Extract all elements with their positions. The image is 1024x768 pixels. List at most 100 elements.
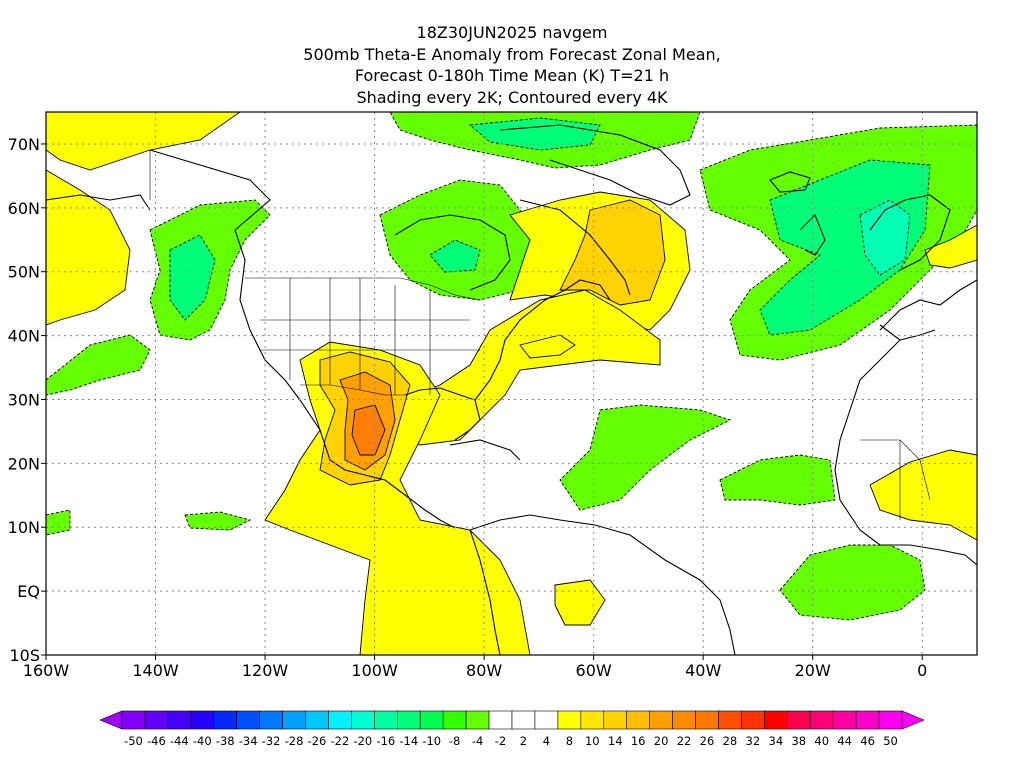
coast-iberia [879, 324, 936, 341]
coast-africa [834, 339, 977, 566]
lat-label: 30N [8, 390, 40, 409]
colorbar-under-arrow [99, 710, 123, 730]
colorbar-swatch [534, 710, 559, 730]
neg-region-africa-west [719, 454, 836, 506]
pos-region-bermuda [519, 334, 576, 359]
colorbar-swatch [603, 710, 628, 730]
neg-region-scandinavia-core [859, 199, 911, 276]
colorbar-label: 10 [585, 734, 600, 748]
lon-label: 0 [917, 661, 927, 680]
positive-anomaly-regions [46, 112, 977, 655]
colorbar-swatch [580, 710, 605, 730]
border-africa [860, 439, 931, 520]
colorbar-label: 50 [883, 734, 898, 748]
colorbar-swatch [282, 710, 306, 730]
colorbar-label: -20 [353, 734, 372, 748]
lon-label: 100W [351, 661, 398, 680]
coast-hudson [394, 214, 511, 291]
title-line-1: 18Z30JUN2025 navgem [416, 23, 608, 42]
pos-region-northwest-corner [46, 112, 241, 171]
colorbar-swatch [695, 710, 719, 730]
colorbar-label: 8 [566, 734, 573, 748]
lat-label: 10N [8, 518, 40, 537]
colorbar-swatch [557, 710, 582, 730]
colorbar-label: -44 [170, 734, 189, 748]
coast-north-america [149, 149, 456, 529]
border-us-states-2 [260, 319, 480, 351]
colorbar-label: -4 [472, 734, 483, 748]
lon-label: 60W [576, 661, 612, 680]
lat-label: 20N [8, 454, 40, 473]
lat-label: 10S [9, 646, 40, 665]
colorbar-label: 38 [791, 734, 806, 748]
colorbar-label: -28 [285, 734, 304, 748]
colorbar-swatch [419, 710, 444, 730]
colorbar-swatch [305, 710, 329, 730]
colorbar-label: -32 [262, 734, 281, 748]
colorbar-label: -34 [239, 734, 258, 748]
colorbar-label: 22 [677, 734, 692, 748]
colorbar-label: -50 [124, 734, 143, 748]
lat-label: 60N [8, 199, 40, 218]
colorbar-label: 20 [654, 734, 669, 748]
colorbar-label: -2 [495, 734, 506, 748]
colorbar-swatch [396, 710, 421, 730]
colorbar-swatch [786, 710, 811, 730]
lon-label: 160W [23, 661, 70, 680]
colorbar-swatch [442, 710, 467, 730]
coast-scandinavia [869, 194, 951, 271]
border-us-states-1 [289, 278, 431, 395]
lon-label: 140W [132, 661, 179, 680]
negative-anomaly-regions [46, 112, 977, 621]
neg-region-west-africa-coast [46, 509, 71, 536]
lon-label: 20W [795, 661, 831, 680]
political-borders [149, 150, 931, 520]
coastlines [46, 124, 977, 655]
colorbar-swatch [626, 710, 650, 730]
pos-region-labrador-core [559, 199, 666, 306]
graticule [46, 112, 977, 655]
colorbar-swatch [213, 710, 238, 730]
coast-uk [799, 214, 826, 256]
colorbar-label: 14 [608, 734, 623, 748]
colorbar-label: 32 [746, 734, 761, 748]
pos-region-sahel [869, 449, 977, 541]
lat-label: EQ [17, 582, 40, 601]
colorbar-label: -10 [422, 734, 441, 748]
colorbar-label: -46 [147, 734, 166, 748]
coast-greenland [499, 124, 691, 206]
colorbar-swatch [718, 710, 742, 730]
lon-label: 40W [685, 661, 721, 680]
neg-region-mexico-pacific [184, 511, 252, 531]
colorbar-swatch [465, 710, 490, 730]
colorbar-swatch [190, 710, 215, 730]
coast-east-us [474, 279, 611, 401]
colorbar-label: 34 [769, 734, 784, 748]
colorbar-label: 44 [837, 734, 852, 748]
colorbar-label: -22 [331, 734, 350, 748]
neg-region-east-pacific [46, 334, 151, 396]
colorbar-label: -8 [449, 734, 460, 748]
coast-alaska [46, 194, 151, 211]
lon-label: 120W [242, 661, 289, 680]
colorbar: -50 -46 -44 -40 -38 -34 -32 -28 -26 -22 -20 -16 -14-… [99, 710, 925, 748]
coast-labrador [519, 199, 631, 296]
coast-cuba [449, 439, 521, 461]
anomaly-field [46, 112, 977, 655]
colorbar-label: 2 [520, 734, 527, 748]
coast-iceland [769, 171, 811, 193]
colorbar-label: 28 [723, 734, 738, 748]
colorbar-label: -16 [376, 734, 395, 748]
colorbar-swatch [878, 710, 903, 730]
neg-region-hudson-core [429, 239, 481, 273]
map-frame [45, 111, 978, 656]
colorbar-swatch [764, 710, 788, 730]
coast-gulf [404, 387, 481, 441]
colorbar-swatch [741, 710, 765, 730]
coast-europe [879, 279, 977, 331]
colorbar-label: 4 [543, 734, 550, 748]
colorbar-swatch [488, 710, 513, 730]
colorbar-swatch [832, 710, 857, 730]
colorbar-swatch [351, 710, 375, 730]
